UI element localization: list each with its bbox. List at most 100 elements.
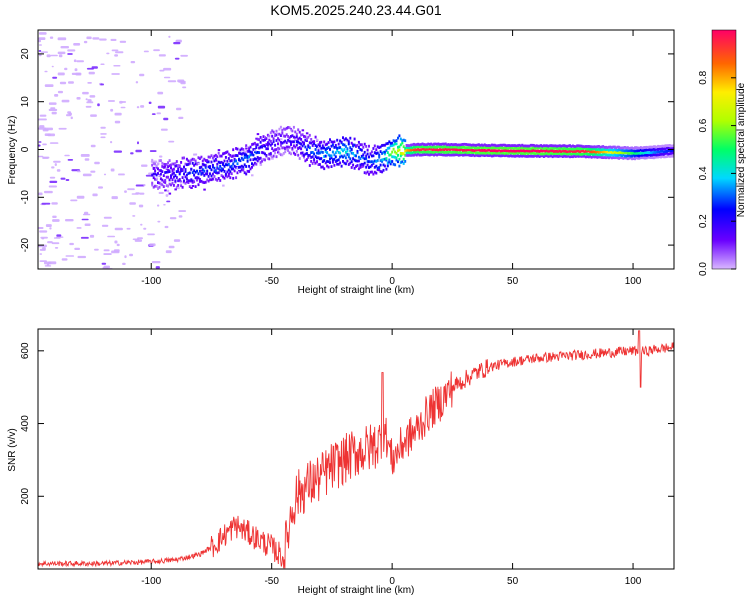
ridge-cell [532,149,535,152]
ridge-cell [359,148,362,151]
ridge-cell [571,152,574,155]
noise-blob [83,40,88,44]
ridge-cell [603,152,606,156]
ridge-cell [193,173,196,177]
ridge-cell [496,144,499,148]
ridge-cell [547,147,550,151]
ridge-cell [593,150,596,154]
ridge-cell [480,153,483,157]
ridge-cell [431,150,434,154]
ridge-cell [352,152,355,155]
ridge-cell [343,148,346,151]
noise-blob [163,204,166,206]
noise-blob [73,59,77,63]
ridge-cell [462,145,464,149]
noise-blob [94,161,100,165]
ridge-fringe [194,153,198,156]
ridge-cell [667,152,670,156]
ridge-cell [492,146,495,150]
ridge-cell [170,183,172,187]
ridge-fringe [246,146,250,149]
ridge-cell [582,154,584,158]
noise-blob [51,242,60,245]
ridge-cell [499,151,502,155]
ridge-cell [464,150,467,154]
ridge-cell [214,169,217,172]
ridge-cell [479,149,482,152]
noise-blob [100,63,105,65]
ridge-cell [327,146,330,149]
ridge-cell [379,159,382,162]
ridge-cell [541,149,544,153]
ridge-cell [197,176,200,180]
noise-blob [82,91,89,95]
ridge-cell [451,145,454,149]
ridge-cell [501,146,503,150]
ridge-cell [245,153,248,157]
ridge-cell [506,144,509,147]
ridge-cell [154,169,157,173]
noise-blob [48,108,58,111]
ridge-cell [333,146,336,149]
ridge-cell [399,161,402,164]
ridge-cell [490,154,493,158]
ridge-cell [547,144,550,148]
snr-plot-area [38,329,674,569]
ridge-cell [317,163,320,166]
ridge-fringe [180,181,183,184]
ridge-fringe [251,174,254,177]
ridge-cell [415,143,418,146]
ridge-cell [534,147,537,150]
ridge-cell [556,144,558,148]
ridge-cell [670,152,673,155]
ridge-cell [592,153,595,157]
ridge-cell [196,178,198,182]
ridge-cell [261,159,264,163]
ridge-cell [648,151,651,155]
ridge-cell [213,159,216,163]
ridge-cell [304,135,307,139]
ridge-cell [472,149,475,152]
noise-blob [101,262,107,265]
ridge-cell [271,129,274,133]
ridge-cell [248,155,251,159]
noise-blob [178,80,186,83]
ridge-cell [209,172,211,176]
ridge-cell [477,143,480,147]
ridge-cell [360,162,363,166]
ridge-cell [291,129,294,133]
ridge-cell [320,150,323,154]
ridge-cell [573,147,576,151]
ridge-cell [550,154,553,158]
ridge-cell [652,153,655,157]
ridge-cell [574,155,577,158]
ridge-cell [443,151,446,154]
ridge-cell [272,130,275,134]
ridge-cell [612,156,615,159]
ridge-fringe [262,144,265,147]
y-tick-label: 400 [20,415,31,432]
noise-blob [84,211,89,215]
ridge-cell [268,152,271,156]
noise-blob [44,133,51,136]
ridge-cell [610,151,613,154]
ridge-cell [569,149,571,153]
ridge-cell [284,150,287,154]
ridge-cell [649,145,652,149]
ridge-cell [333,153,336,157]
ridge-cell [314,135,317,139]
ridge-cell [515,146,518,150]
ridge-cell [493,149,496,152]
ridge-cell [376,166,379,170]
ridge-cell [151,181,154,185]
spectrogram-x-axis: -100 -50 0 50 100 [141,30,642,287]
x-tick-label: 0 [389,576,395,587]
ridge-cell [317,151,320,155]
ridge-cell [638,149,641,152]
ridge-cell [249,145,252,149]
noise-blob [157,91,164,95]
ridge-cell [567,152,570,156]
ridge-cell [667,149,670,153]
ridge-cell [188,171,191,175]
ridge-cell [428,150,431,154]
